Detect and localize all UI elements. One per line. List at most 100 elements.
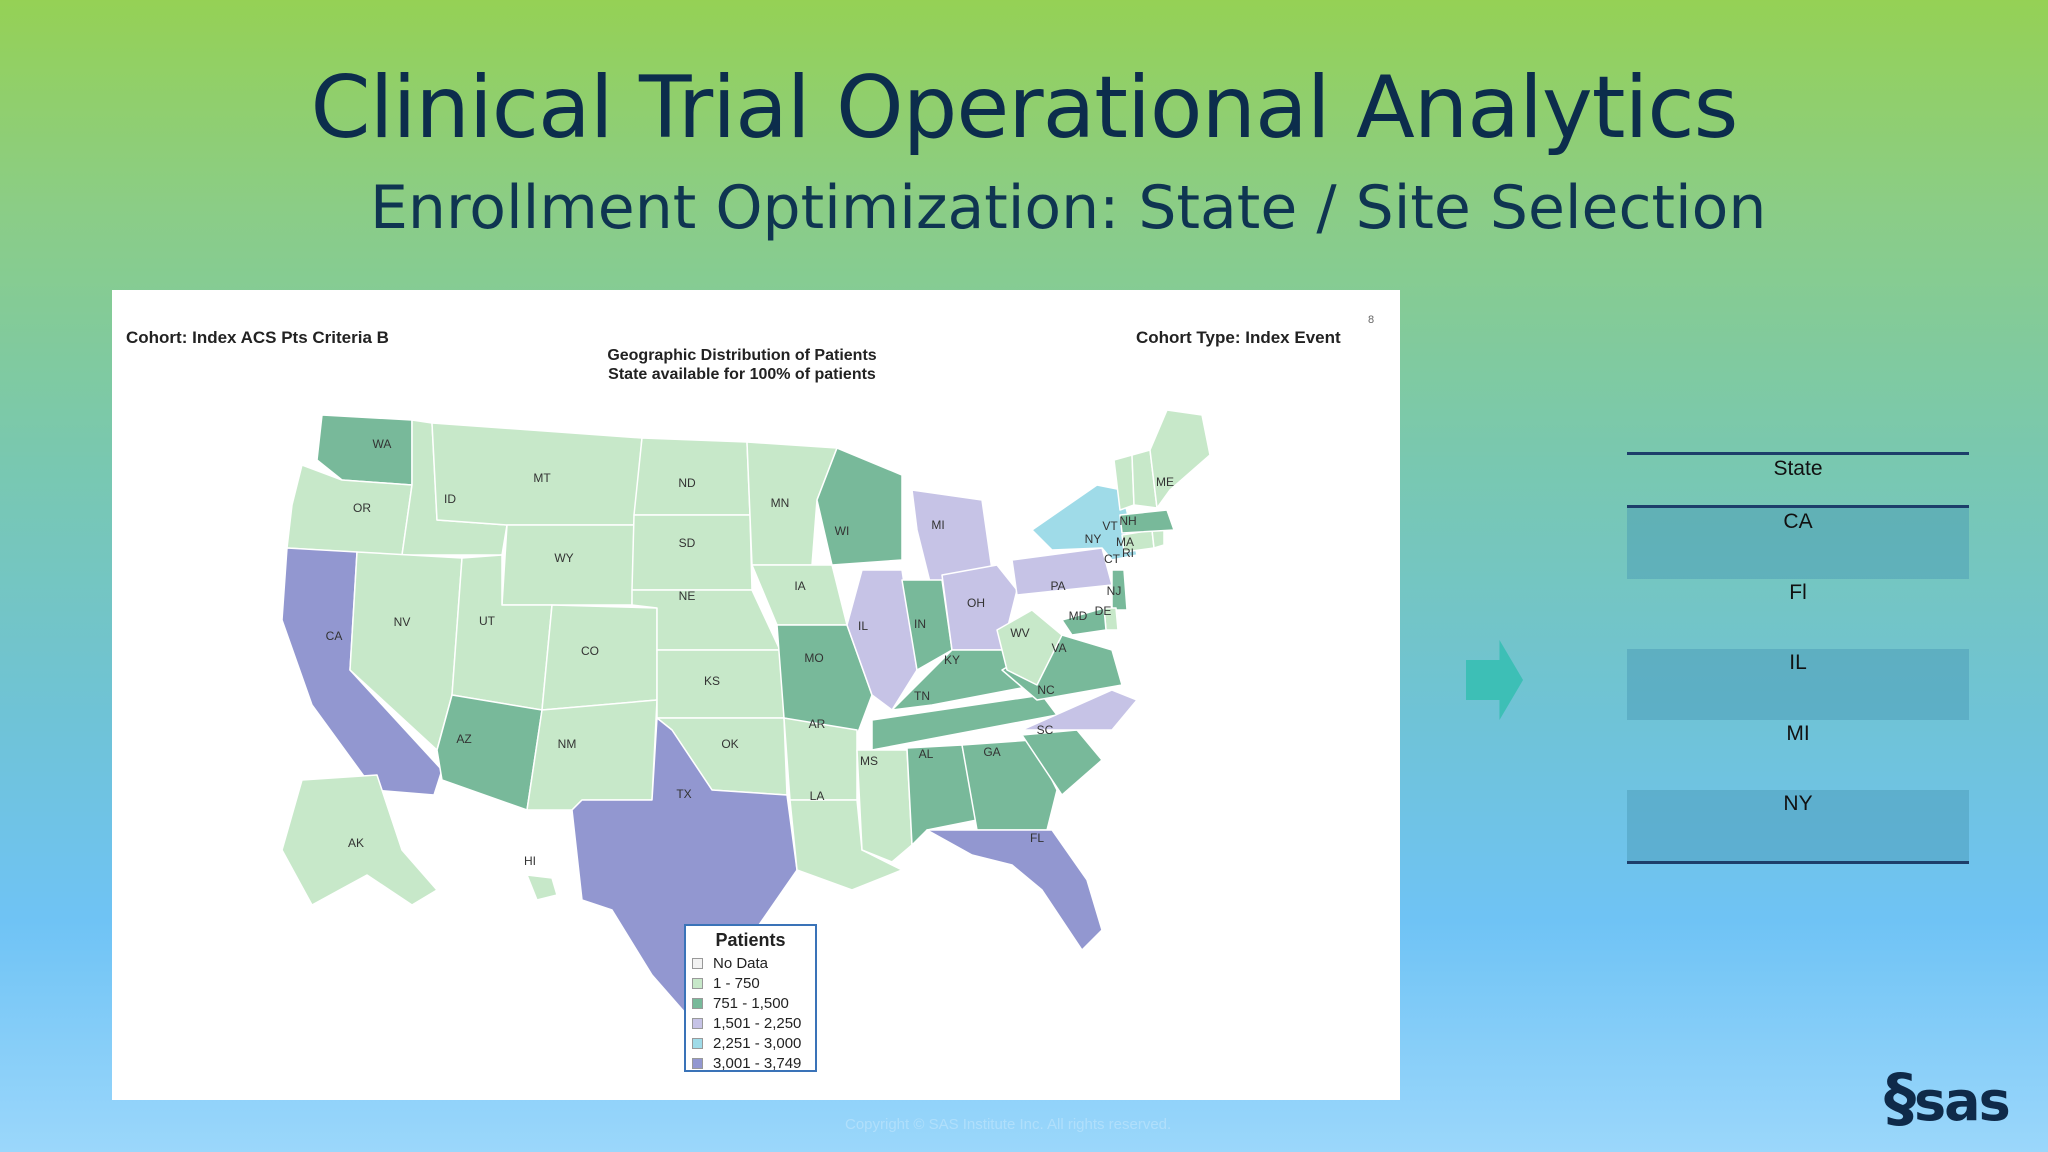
map-title-line1: Geographic Distribution of Patients (607, 347, 877, 364)
state-label: ID (444, 492, 456, 506)
legend-item: 2,251 - 3,000 (692, 1033, 809, 1053)
map-title-line2: State available for 100% of patients (608, 366, 876, 383)
state-ia (751, 564, 848, 626)
state-ga (961, 739, 1058, 831)
state-label: NV (394, 615, 411, 629)
map-panel: Cohort: Index ACS Pts Criteria B Cohort … (112, 290, 1400, 1100)
state-ma (1119, 509, 1175, 534)
state-label: MD (1069, 609, 1088, 623)
state-label: RI (1122, 546, 1134, 560)
legend-item: 751 - 1,500 (692, 993, 809, 1013)
sas-logo: §sas (1884, 1062, 2011, 1136)
state-la (789, 799, 903, 891)
slide-title: Clinical Trial Operational Analytics (310, 58, 1739, 158)
state-ak (281, 774, 438, 906)
state-label: MT (533, 471, 551, 485)
state-label: HI (524, 854, 536, 868)
state-label: TX (676, 787, 691, 801)
state-label: SD (679, 536, 696, 550)
us-choropleth-map: WA OR CA ID NV MT WY UT AZ CO NM ND SD NE KS OK TX MN IA MO… (281, 409, 1211, 1016)
legend-swatch (692, 977, 703, 989)
state-label: MI (931, 518, 944, 532)
state-label: NE (679, 589, 696, 603)
legend-label: 1 - 750 (713, 974, 760, 992)
cohort-type-label: Cohort Type: Index Event (1136, 328, 1341, 347)
state-label: AR (809, 717, 826, 731)
legend-label: 3,001 - 3,749 (713, 1054, 802, 1072)
state-label: WV (1010, 626, 1029, 640)
map-title: Geographic Distribution of Patients Stat… (582, 346, 902, 384)
state-md (1061, 607, 1107, 636)
state-label: VT (1102, 519, 1118, 533)
state-label: AK (348, 836, 364, 850)
map-legend: Patients No Data 1 - 750 751 - 1,500 1,501 … (684, 924, 817, 1072)
state-nc (1021, 689, 1138, 731)
state-label: CO (581, 644, 599, 658)
state-label: ME (1156, 475, 1174, 489)
state-label: PA (1050, 579, 1065, 593)
state-nm (526, 699, 658, 811)
state-label: NM (558, 737, 577, 751)
state-label: CT (1104, 552, 1121, 566)
state-label: KY (944, 653, 960, 667)
state-label: NH (1119, 514, 1136, 528)
legend-label: 1,501 - 2,250 (713, 1014, 802, 1032)
state-az (436, 694, 543, 811)
state-label: IA (794, 579, 805, 593)
state-label: IN (914, 617, 926, 631)
state-label: WY (554, 551, 573, 565)
state-label: GA (983, 745, 1000, 759)
state-label: OK (721, 737, 738, 751)
legend-item: No Data (692, 953, 809, 973)
state-label: KS (704, 674, 720, 688)
state-label: MA (1116, 535, 1134, 549)
legend-swatch (692, 1017, 703, 1029)
table-row: CA (1627, 508, 1969, 579)
state-label: WA (373, 437, 392, 451)
table-row: IL (1627, 649, 1969, 720)
state-label: VA (1051, 641, 1066, 655)
page-number: 8 (1368, 314, 1375, 326)
legend-swatch (692, 1057, 703, 1069)
legend-label: 2,251 - 3,000 (713, 1034, 802, 1052)
state-label: AL (919, 747, 934, 761)
state-mn (746, 441, 838, 566)
state-sd (631, 514, 753, 591)
cohort-label: Cohort: Index ACS Pts Criteria B (126, 328, 389, 347)
state-wi (816, 447, 903, 566)
legend-swatch (692, 957, 703, 969)
state-wv (996, 609, 1063, 686)
state-label: OR (353, 501, 371, 515)
state-label: NJ (1107, 584, 1122, 598)
state-label: AZ (456, 732, 471, 746)
state-wa (316, 414, 413, 486)
state-ms (856, 749, 913, 863)
state-label: IL (858, 619, 868, 633)
state-label: OH (967, 596, 985, 610)
state-label: FL (1030, 831, 1044, 845)
state-hi (526, 874, 558, 901)
state-label: ND (678, 476, 696, 490)
state-mo (776, 624, 873, 736)
copyright-footer: Copyright © SAS Institute Inc. All right… (845, 1116, 1172, 1133)
state-ny (1031, 484, 1138, 561)
legend-label: 751 - 1,500 (713, 994, 789, 1012)
state-label: MN (771, 496, 790, 510)
table-header: State (1627, 452, 1969, 508)
state-fl (926, 829, 1103, 951)
arrow-right-icon (1466, 640, 1524, 720)
state-nj (1111, 569, 1128, 611)
state-label: UT (479, 614, 496, 628)
state-label: TN (914, 689, 930, 703)
legend-swatch (692, 997, 703, 1009)
state-wy (501, 524, 635, 606)
state-me (1149, 409, 1211, 509)
legend-item: 1,501 - 2,250 (692, 1013, 809, 1033)
state-label: WI (835, 524, 850, 538)
legend-title: Patients (715, 930, 786, 950)
legend-swatch (692, 1037, 703, 1049)
state-co (541, 604, 658, 711)
table-bottom-rule (1627, 860, 1969, 864)
table-row: NY (1627, 790, 1969, 861)
state-al (906, 744, 978, 846)
